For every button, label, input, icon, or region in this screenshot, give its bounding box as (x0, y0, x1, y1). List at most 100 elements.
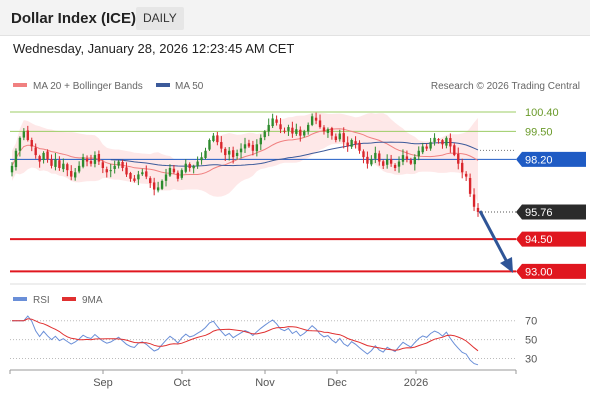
candle-body (295, 129, 298, 134)
ma50-line (110, 141, 479, 167)
candle-body (101, 162, 105, 168)
level-label-95.76: 95.76 (525, 207, 553, 219)
candle-body (409, 160, 413, 164)
forecast-arrow-shaft (478, 210, 510, 265)
candle-body (121, 161, 124, 168)
candle-body (188, 164, 191, 168)
candle-body (334, 136, 338, 140)
level-label-100.40: 100.40 (525, 107, 559, 119)
chart-title: Dollar Index (ICE) (11, 10, 137, 27)
candle-body (74, 172, 77, 178)
candle-body (393, 165, 397, 168)
candle-body (271, 118, 274, 127)
candle-body (93, 155, 97, 164)
candle-body (457, 153, 460, 164)
candle-body (117, 161, 120, 166)
candle-body (378, 153, 381, 162)
level-box-95.76 (516, 204, 586, 220)
candle-body (314, 117, 318, 121)
candle-body (397, 161, 401, 167)
candle-body (34, 147, 37, 156)
rsi-legend-label: RSI (33, 295, 50, 306)
ma9-legend-swatch (62, 297, 76, 301)
level-box-93.00 (516, 263, 586, 279)
candle-body (220, 142, 223, 149)
candle-body (358, 142, 361, 151)
candle-body (385, 159, 389, 165)
candle-body (42, 152, 45, 161)
rsi-panel: 70 50 30 (10, 315, 537, 366)
candle-body (89, 161, 93, 164)
candle-body (405, 156, 409, 160)
candle-body (318, 120, 322, 128)
candle-body (342, 133, 345, 143)
candle-body (164, 174, 168, 181)
x-tick-label-sep: Sep (93, 377, 113, 389)
candle-body (307, 124, 310, 132)
candle-body (287, 127, 290, 131)
candle-body (224, 148, 227, 156)
candle-body (156, 187, 160, 191)
candle-body (303, 131, 306, 136)
x-axis: Sep Oct Nov Dec 2026 (9, 370, 517, 389)
candle-body (326, 129, 330, 133)
candle-body (389, 159, 393, 164)
candle-body (54, 159, 57, 167)
candle-body (113, 165, 116, 169)
candle-body (263, 131, 266, 138)
candle-body (133, 178, 136, 181)
rsi-ma9-line (12, 318, 479, 352)
candle-body (152, 182, 156, 190)
candle-body (322, 127, 326, 132)
candle-body (129, 172, 132, 179)
candle-body (26, 130, 29, 140)
period-badge[interactable]: DAILY (136, 7, 184, 30)
candle-body (354, 141, 357, 145)
candle-body (66, 164, 69, 171)
level-label-94.50: 94.50 (525, 234, 553, 246)
candle-body (38, 156, 41, 162)
candle-body (251, 144, 255, 151)
candle-body (476, 207, 480, 212)
candle-body (77, 165, 81, 172)
candle-body (243, 144, 247, 149)
candle-body (50, 159, 53, 166)
ma50-legend-label: MA 50 (175, 81, 204, 92)
candle-body (247, 143, 251, 147)
x-tick-label-nov: Nov (255, 377, 275, 389)
candle-body (425, 146, 428, 149)
candle-body (472, 194, 476, 207)
rsi-line (12, 315, 479, 366)
candle-body (464, 173, 468, 177)
level-box-98.20 (516, 151, 586, 167)
chart-header: Dollar Index (ICE) DAILY (0, 0, 590, 36)
x-tick-label-dec: Dec (327, 377, 347, 389)
candle-body (374, 152, 377, 159)
chart-credit: Research © 2026 Trading Central (431, 81, 580, 92)
bollinger-fill (12, 112, 478, 204)
candle-body (255, 144, 259, 152)
candle-body (109, 170, 112, 172)
candle-body (208, 140, 211, 150)
candle-body (216, 135, 219, 143)
level-box-94.50 (516, 231, 586, 247)
candle-body (239, 148, 243, 153)
candles (10, 112, 480, 217)
candle-body (145, 171, 148, 177)
candle-body (338, 133, 341, 140)
candle-body (176, 172, 180, 179)
candle-body (30, 140, 33, 147)
forecast-arrow-head (500, 257, 513, 273)
candle-body (279, 124, 282, 130)
ma50-legend-swatch (156, 83, 170, 87)
candle-body (168, 168, 172, 176)
level-label-98.20: 98.20 (525, 154, 553, 166)
ma20-line (11, 128, 479, 176)
level-labels: 100.40 99.50 98.20 95.76 94.50 93.00 (516, 107, 586, 279)
candle-body (137, 174, 140, 180)
candle-body (437, 139, 440, 141)
candle-body (46, 151, 49, 160)
candle-body (275, 119, 278, 123)
candle-body (291, 127, 294, 134)
